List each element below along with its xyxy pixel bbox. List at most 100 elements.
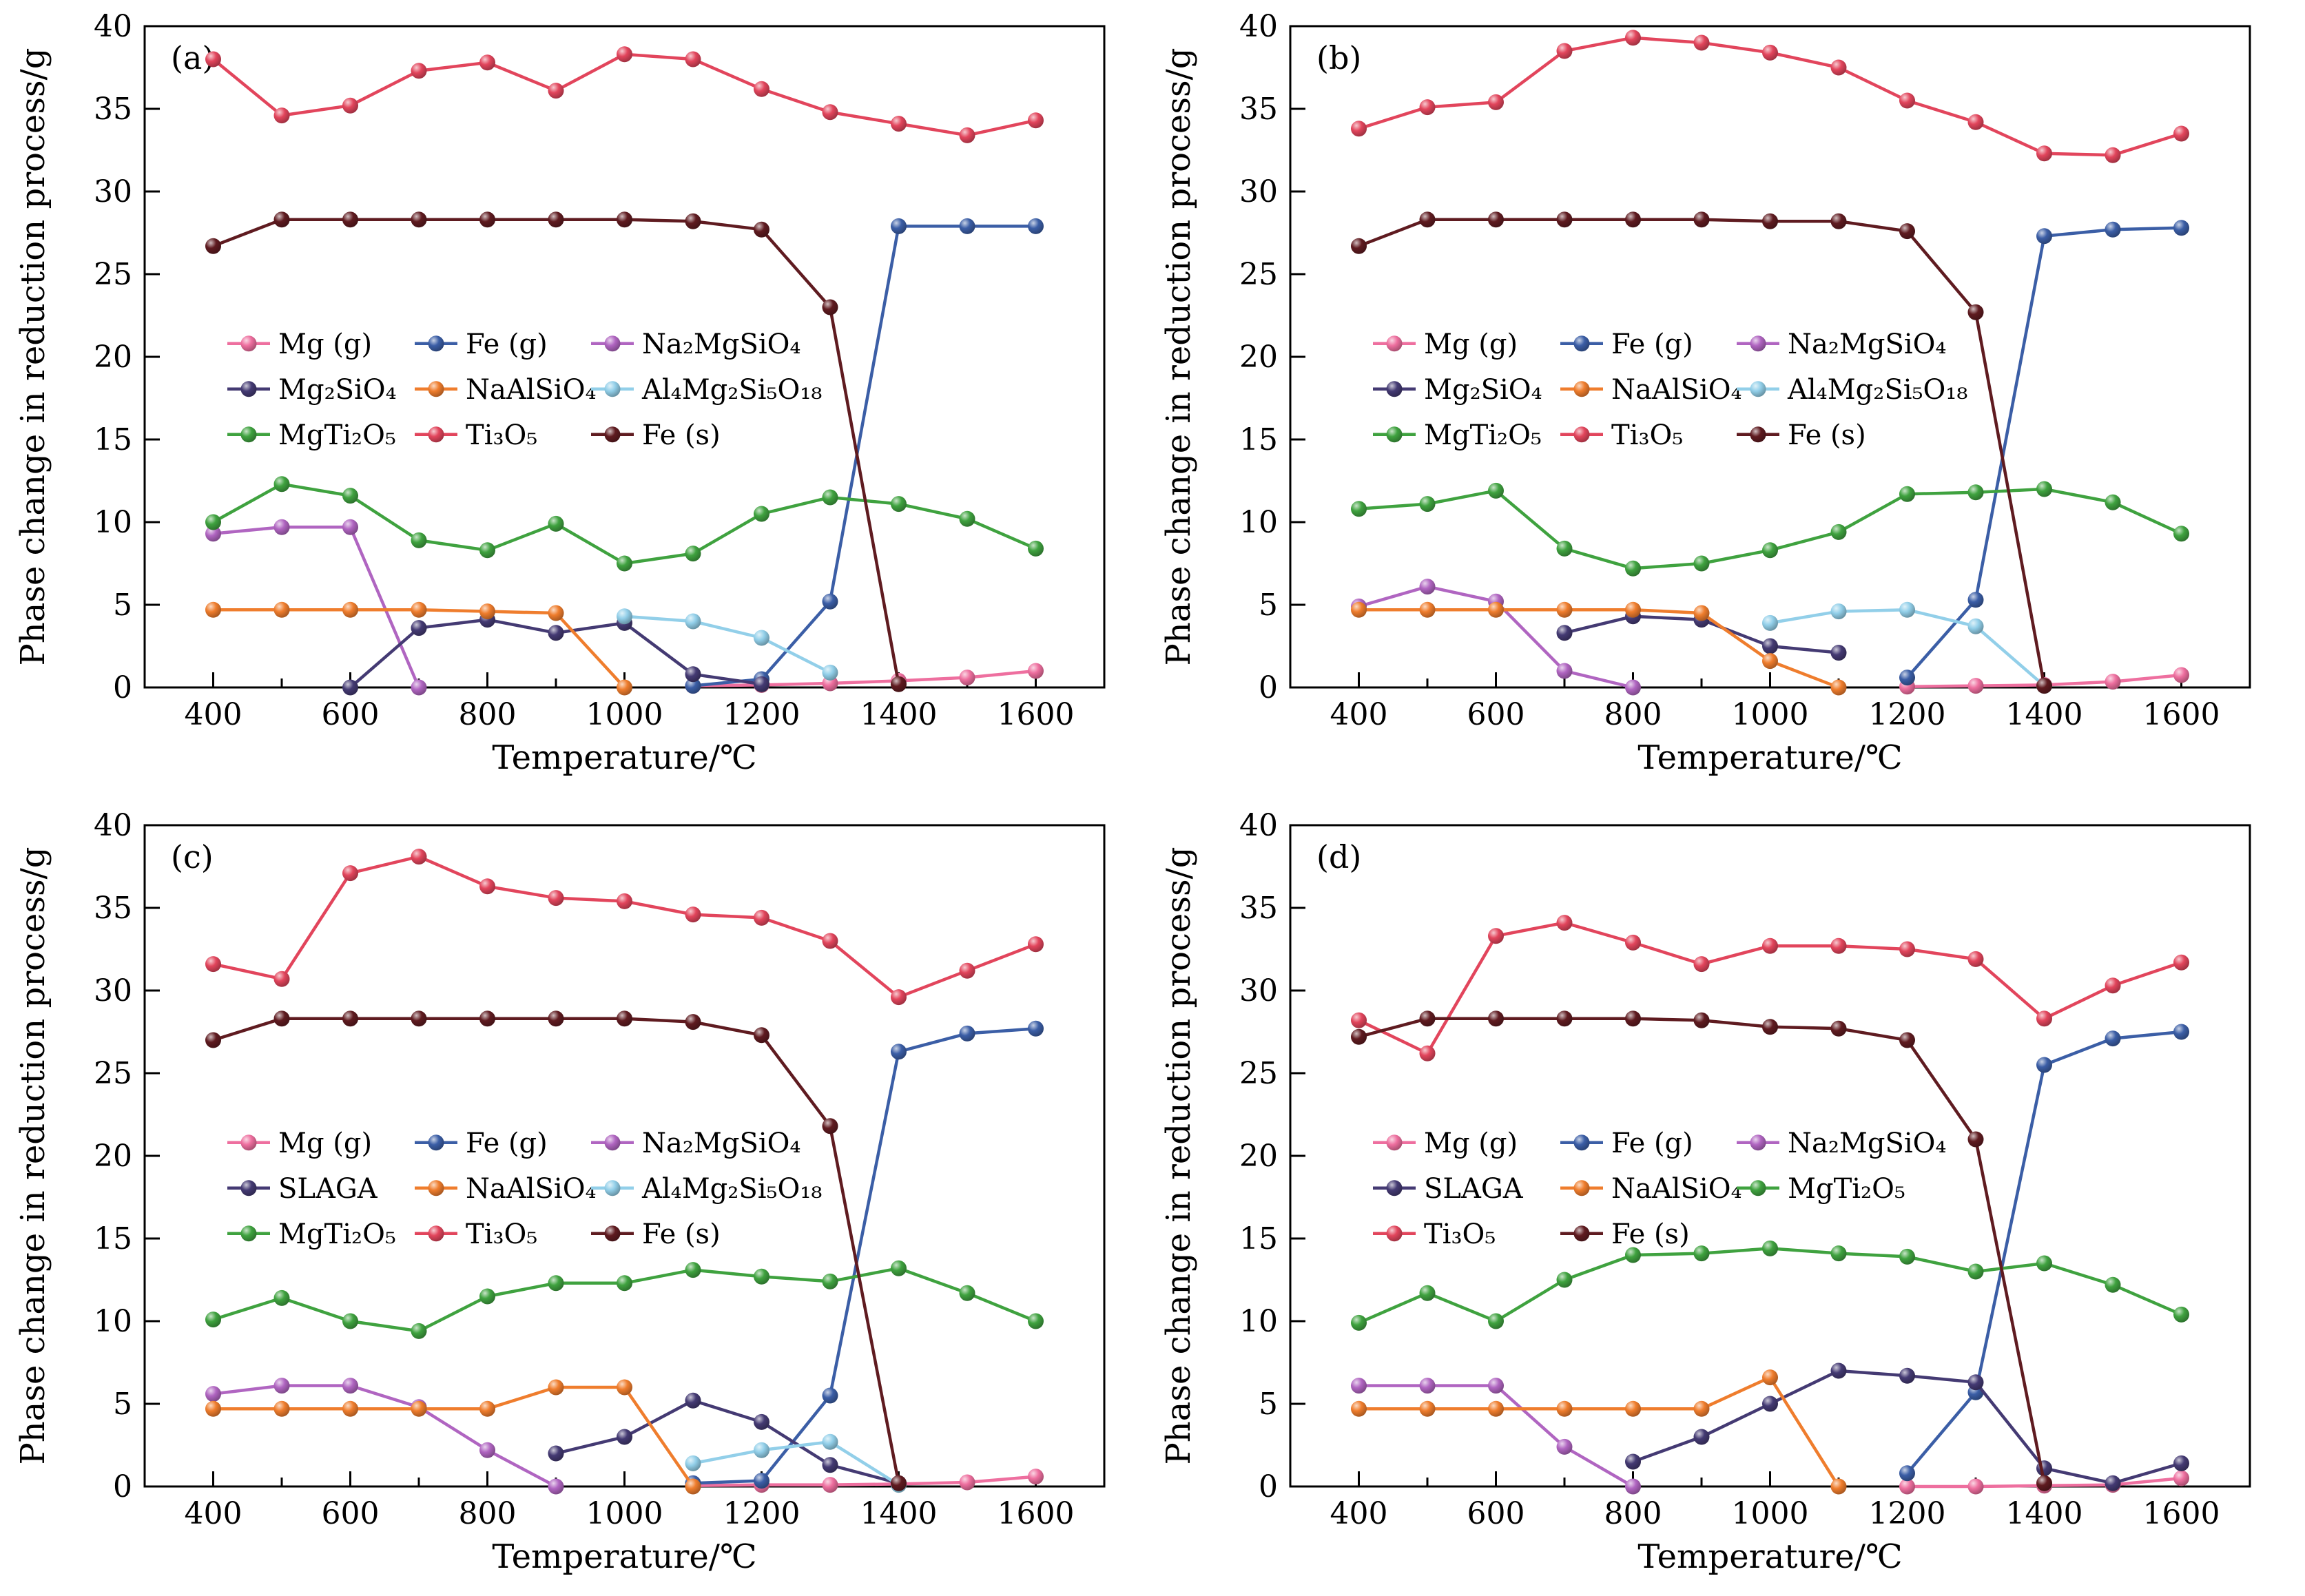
data-point-marker bbox=[411, 532, 427, 548]
legend-label: Fe (s) bbox=[1788, 419, 1866, 451]
series-al-mg-si-o bbox=[617, 608, 838, 681]
data-point-marker bbox=[273, 1011, 290, 1027]
data-point-marker bbox=[1488, 1011, 1504, 1027]
x-tick-label: 600 bbox=[1467, 697, 1525, 732]
data-point-marker bbox=[2036, 1057, 2052, 1073]
y-tick-label: 40 bbox=[94, 808, 132, 843]
data-point-marker bbox=[205, 514, 221, 530]
data-point-marker bbox=[342, 1011, 358, 1027]
y-tick-label: 25 bbox=[1239, 1056, 1278, 1091]
legend-entry-fe-s: Fe (s) bbox=[1560, 1219, 1690, 1250]
x-tick-label: 800 bbox=[459, 1496, 517, 1531]
legend-label: Al₄Mg₂Si₅O₁₈ bbox=[641, 374, 822, 406]
data-point-marker bbox=[1899, 670, 1915, 686]
legend-marker bbox=[428, 1180, 444, 1196]
data-point-marker bbox=[1693, 555, 1710, 572]
data-point-marker bbox=[1419, 496, 1436, 512]
legend-entry-naalsio: NaAlSiO₄ bbox=[415, 1173, 597, 1205]
panel-label: (c) bbox=[171, 838, 214, 875]
data-point-marker bbox=[891, 116, 907, 132]
data-point-marker bbox=[342, 1313, 358, 1329]
data-point-marker bbox=[685, 213, 701, 229]
data-point-marker bbox=[273, 601, 290, 618]
legend-label: MgTi₂O₅ bbox=[1788, 1173, 1905, 1205]
legend-marker bbox=[428, 426, 444, 443]
legend-label: Fe (s) bbox=[1611, 1219, 1690, 1250]
series-slaga bbox=[548, 1392, 907, 1491]
x-tick-label: 1600 bbox=[998, 697, 1075, 732]
data-point-marker bbox=[754, 221, 769, 238]
data-point-marker bbox=[685, 666, 701, 683]
data-point-marker bbox=[685, 51, 701, 68]
data-point-marker bbox=[2173, 220, 2189, 236]
data-point-marker bbox=[1028, 218, 1044, 234]
data-point-marker bbox=[1830, 1020, 1847, 1037]
legend-label: MgTi₂O₅ bbox=[278, 1219, 396, 1250]
data-point-marker bbox=[479, 54, 495, 71]
data-point-marker bbox=[342, 97, 358, 114]
data-point-marker bbox=[1693, 1012, 1710, 1028]
data-point-marker bbox=[1488, 1313, 1504, 1329]
series-ti-o bbox=[205, 849, 1044, 1006]
data-point-marker bbox=[548, 605, 564, 621]
y-tick-label: 0 bbox=[1259, 1469, 1278, 1504]
data-point-marker bbox=[2105, 147, 2121, 163]
data-point-marker bbox=[1967, 618, 1984, 634]
series-na-mgsio bbox=[1351, 1378, 1641, 1495]
data-point-marker bbox=[1830, 937, 1847, 954]
data-point-marker bbox=[2173, 667, 2189, 683]
legend-entry-fe-s: Fe (s) bbox=[1737, 419, 1866, 451]
legend-label: SLAGA bbox=[1424, 1173, 1524, 1205]
data-point-marker bbox=[1028, 1020, 1044, 1037]
data-point-marker bbox=[479, 211, 495, 228]
y-tick-label: 40 bbox=[1239, 808, 1278, 843]
data-point-marker bbox=[822, 1273, 838, 1289]
data-point-marker bbox=[1693, 956, 1710, 973]
series-mgti-o bbox=[205, 1260, 1044, 1339]
data-point-marker bbox=[1693, 1429, 1710, 1445]
legend-label: NaAlSiO₄ bbox=[1611, 1173, 1742, 1205]
data-point-marker bbox=[822, 1118, 838, 1134]
data-point-marker bbox=[1967, 1374, 1984, 1391]
data-point-marker bbox=[1967, 114, 1984, 130]
series-na-mgsio bbox=[205, 1378, 564, 1495]
y-tick-label: 15 bbox=[1239, 422, 1278, 457]
data-point-marker bbox=[1625, 30, 1641, 46]
legend-entry-mg-sio: Mg₂SiO₄ bbox=[1373, 374, 1542, 406]
data-point-marker bbox=[1488, 211, 1504, 228]
data-point-marker bbox=[1762, 1396, 1778, 1412]
data-point-marker bbox=[548, 1445, 564, 1462]
data-point-marker bbox=[342, 488, 358, 504]
data-point-marker bbox=[548, 1275, 564, 1292]
data-point-marker bbox=[1967, 484, 1984, 501]
data-point-marker bbox=[1625, 1400, 1641, 1417]
data-point-marker bbox=[1967, 1263, 1984, 1280]
data-point-marker bbox=[1556, 1400, 1573, 1417]
data-point-marker bbox=[754, 630, 769, 646]
data-point-marker bbox=[411, 849, 427, 865]
data-point-marker bbox=[1419, 1011, 1436, 1027]
legend-marker bbox=[1386, 1134, 1403, 1151]
data-point-marker bbox=[1830, 679, 1847, 696]
legend-marker bbox=[1386, 1225, 1403, 1242]
data-point-marker bbox=[2036, 678, 2052, 694]
legend-marker bbox=[1386, 335, 1403, 352]
y-axis-title: Phase change in reduction process/g bbox=[1159, 48, 1198, 666]
data-point-marker bbox=[822, 664, 838, 681]
x-tick-label: 1000 bbox=[586, 697, 663, 732]
y-tick-label: 5 bbox=[1259, 588, 1278, 623]
data-point-marker bbox=[617, 46, 632, 63]
data-point-marker bbox=[1556, 1272, 1573, 1288]
x-tick-label: 1400 bbox=[2006, 1496, 2083, 1531]
data-point-marker bbox=[754, 506, 769, 522]
legend-marker bbox=[604, 1180, 621, 1196]
data-point-marker bbox=[1419, 1378, 1436, 1394]
data-point-marker bbox=[1028, 112, 1044, 129]
legend-entry-fe-s: Fe (s) bbox=[591, 419, 721, 451]
data-point-marker bbox=[1625, 601, 1641, 618]
series-fe-g bbox=[1899, 1024, 2189, 1482]
data-point-marker bbox=[1693, 605, 1710, 621]
data-point-marker bbox=[1693, 1400, 1710, 1417]
data-point-marker bbox=[205, 238, 221, 254]
chart-panel-b: 400 600 800 1000 1200 1400 1600 Temperature/℃ 0 5… bbox=[1152, 6, 2298, 791]
